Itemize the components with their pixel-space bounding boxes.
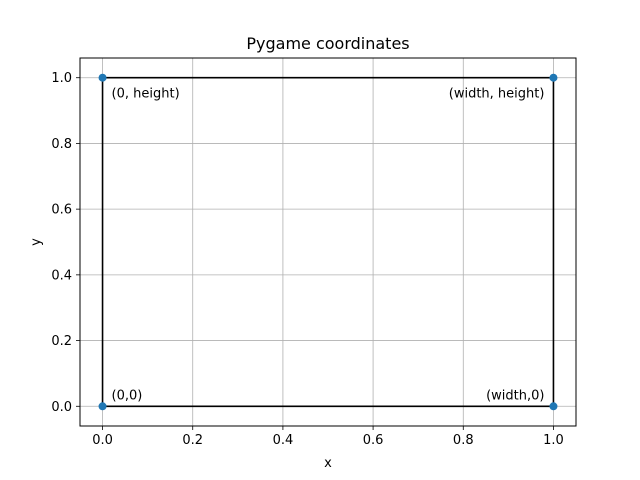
scatter-point: [549, 73, 558, 82]
grid-layer: [80, 58, 576, 426]
chart-title: Pygame coordinates: [246, 34, 409, 53]
x-tick-label: 0.0: [92, 433, 113, 448]
rectangle-outline: [101, 76, 555, 408]
point-annotation: (0, height): [112, 87, 180, 102]
point-annotation: (0,0): [112, 388, 143, 403]
plot-frame: [79, 57, 577, 427]
x-tick-label: 0.2: [182, 433, 203, 448]
y-tick-label: 0.0: [51, 400, 72, 415]
scatter-point: [98, 402, 107, 411]
point-annotation: (width, height): [449, 87, 545, 102]
x-axis-label: x: [324, 456, 332, 471]
x-tick-label: 0.8: [453, 433, 474, 448]
x-tick-label: 0.6: [363, 433, 384, 448]
y-axis-label: y: [29, 238, 44, 246]
point-annotation: (width,0): [486, 388, 544, 403]
y-tick-label: 0.8: [51, 137, 72, 152]
y-tick-label: 1.0: [51, 71, 72, 86]
tick-layer: 0.0 0.2 0.4 0.6 0.8 1.0 0.0 0.2 0.4 0.6 0.8 1.0: [51, 71, 563, 448]
scatter-point: [98, 73, 107, 82]
x-tick-label: 1.0: [543, 433, 564, 448]
data-layer: (0,0) (width,0) (0, height) (width, height): [98, 73, 558, 411]
y-tick-label: 0.4: [51, 268, 72, 283]
y-tick-label: 0.6: [51, 203, 72, 218]
y-tick-label: 0.2: [51, 334, 72, 349]
x-tick-label: 0.4: [273, 433, 294, 448]
scatter-point: [549, 402, 558, 411]
